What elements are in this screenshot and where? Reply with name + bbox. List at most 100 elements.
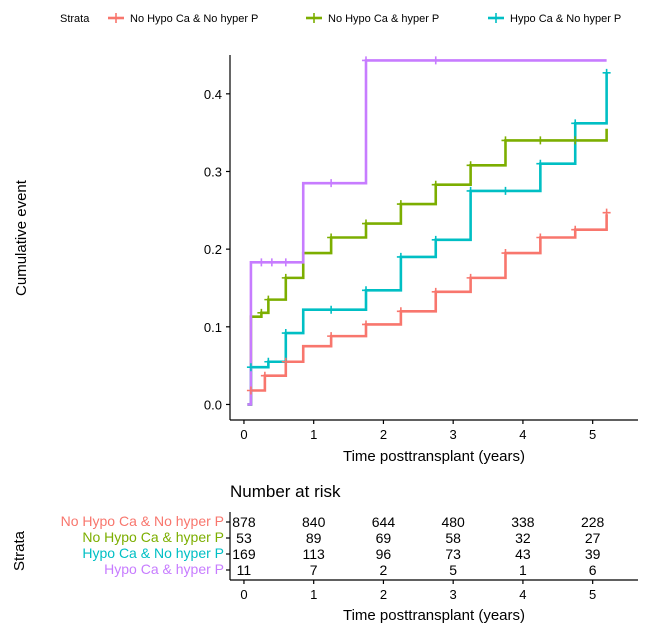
censor-mark bbox=[396, 307, 405, 316]
censor-mark bbox=[466, 161, 475, 170]
y-tick-label: 0.1 bbox=[204, 320, 222, 335]
risk-x-tick-label: 4 bbox=[519, 587, 526, 602]
censor-mark bbox=[362, 286, 370, 295]
censor-mark bbox=[362, 56, 370, 65]
risk-count: 39 bbox=[585, 546, 601, 562]
censor-mark bbox=[501, 249, 510, 258]
censor-mark bbox=[602, 208, 611, 217]
risk-count: 53 bbox=[236, 530, 252, 546]
risk-count: 43 bbox=[515, 546, 531, 562]
censor-mark bbox=[246, 363, 255, 372]
censor-mark bbox=[396, 200, 405, 209]
censor-mark bbox=[281, 329, 290, 338]
legend: Strata No Hypo Ca & No hyper P No Hypo Ca… bbox=[60, 13, 621, 25]
censor-mark bbox=[257, 258, 266, 267]
legend-title: Strata bbox=[60, 13, 90, 25]
censor-mark bbox=[536, 233, 545, 242]
censor-mark bbox=[431, 56, 440, 65]
risk-count: 32 bbox=[515, 530, 531, 546]
censor-mark bbox=[431, 235, 440, 244]
censor-mark bbox=[264, 357, 273, 366]
censor-mark bbox=[327, 233, 336, 242]
x-tick-label: 4 bbox=[519, 427, 526, 442]
legend-label: No Hypo Ca & hyper P bbox=[328, 13, 439, 25]
censor-mark bbox=[536, 159, 545, 168]
censor-mark bbox=[571, 119, 580, 128]
series-line-no-hypo-ca-and-hyper-p bbox=[247, 128, 608, 406]
x-tick-label: 1 bbox=[310, 427, 317, 442]
censor-mark bbox=[281, 357, 290, 366]
risk-count: 480 bbox=[441, 514, 465, 530]
censor-mark bbox=[246, 386, 255, 395]
risk-count: 644 bbox=[372, 514, 396, 530]
y-tick-label: 0.4 bbox=[204, 87, 222, 102]
risk-row-label: Hypo Ca & hyper P bbox=[104, 561, 224, 577]
risk-count: 113 bbox=[303, 546, 326, 562]
risk-count: 27 bbox=[585, 530, 601, 546]
censor-mark bbox=[281, 273, 290, 282]
legend-label: No Hypo Ca & No hyper P bbox=[130, 13, 258, 25]
censor-mark bbox=[264, 295, 273, 304]
risk-count: 96 bbox=[376, 546, 392, 562]
legend-item-no-hypo-ca-and-no-hyper-p: No Hypo Ca & No hyper P bbox=[108, 13, 258, 25]
risk-count: 11 bbox=[237, 562, 252, 578]
risk-row-label: No Hypo Ca & No hyper P bbox=[61, 513, 224, 529]
censor-mark bbox=[267, 258, 276, 267]
censor-mark bbox=[327, 305, 336, 314]
legend-item-no-hypo-ca-and-hyper-p: No Hypo Ca & hyper P bbox=[306, 13, 439, 25]
x-axis-label: Time posttransplant (years) bbox=[343, 448, 525, 465]
censor-mark bbox=[536, 136, 545, 145]
risk-row-hypo-ca-and-hyper-p: Hypo Ca & hyper P 11 7 2 5 1 6 bbox=[104, 561, 597, 578]
censor-mark bbox=[257, 308, 266, 317]
risk-row-label: Hypo Ca & No hyper P bbox=[82, 545, 224, 561]
y-tick-label: 0.3 bbox=[204, 164, 222, 179]
censor-mark bbox=[327, 332, 336, 341]
censor-mark bbox=[281, 258, 290, 267]
risk-count: 58 bbox=[445, 530, 461, 546]
legend-label: Hypo Ca & No hyper P bbox=[510, 13, 621, 25]
censor-mark bbox=[327, 179, 336, 188]
risk-x-tick-label: 5 bbox=[589, 587, 596, 602]
risk-count: 338 bbox=[511, 514, 535, 530]
x-tick-label: 3 bbox=[450, 427, 457, 442]
risk-x-tick-label: 3 bbox=[450, 587, 457, 602]
risk-row-label: No Hypo Ca & hyper P bbox=[82, 529, 224, 545]
y-tick-label: 0.0 bbox=[204, 397, 222, 412]
risk-count: 6 bbox=[589, 562, 597, 578]
legend-item-hypo-ca-and-no-hyper-p: Hypo Ca & No hyper P bbox=[488, 13, 621, 25]
censor-mark bbox=[362, 320, 370, 329]
risk-count: 2 bbox=[380, 562, 388, 578]
censor-mark bbox=[431, 180, 440, 189]
x-tick-label: 5 bbox=[589, 427, 596, 442]
risk-count: 1 bbox=[519, 562, 527, 578]
censor-mark bbox=[501, 186, 510, 195]
risk-row-no-hypo-ca-and-hyper-p: No Hypo Ca & hyper P 53 89 69 58 32 27 bbox=[82, 529, 600, 546]
censor-mark bbox=[396, 252, 405, 261]
risk-x-tick-label: 2 bbox=[380, 587, 387, 602]
censor-mark bbox=[260, 371, 269, 380]
risk-count: 228 bbox=[581, 514, 605, 530]
censor-mark bbox=[501, 136, 510, 145]
risk-x-tick-label: 1 bbox=[310, 587, 317, 602]
y-axis-label: Cumulative event bbox=[13, 179, 30, 296]
risk-count: 5 bbox=[449, 562, 457, 578]
series-line-hypo-ca-and-hyper-p bbox=[247, 59, 607, 406]
risk-table-strata-label: Strata bbox=[11, 530, 28, 571]
risk-x-tick-label: 0 bbox=[240, 587, 247, 602]
risk-count: 69 bbox=[376, 530, 392, 546]
risk-count: 840 bbox=[302, 514, 326, 530]
risk-row-hypo-ca-and-no-hyper-p: Hypo Ca & No hyper P 169 113 96 73 43 39 bbox=[82, 545, 600, 562]
risk-table: Number at risk Strata No Hypo Ca & No hy… bbox=[11, 482, 638, 624]
risk-row-no-hypo-ca-and-no-hyper-p: No Hypo Ca & No hyper P 878 840 644 480 338 22… bbox=[61, 513, 605, 530]
x-tick-label: 0 bbox=[240, 427, 247, 442]
risk-count: 878 bbox=[232, 514, 256, 530]
risk-x-axis-label: Time posttransplant (years) bbox=[343, 607, 525, 624]
series-line-no-hypo-ca-and-no-hyper-p bbox=[247, 214, 608, 406]
censor-mark bbox=[602, 68, 611, 77]
risk-count: 73 bbox=[445, 546, 461, 562]
censor-mark bbox=[571, 136, 580, 145]
censor-mark bbox=[431, 287, 440, 296]
censor-mark bbox=[362, 219, 370, 228]
